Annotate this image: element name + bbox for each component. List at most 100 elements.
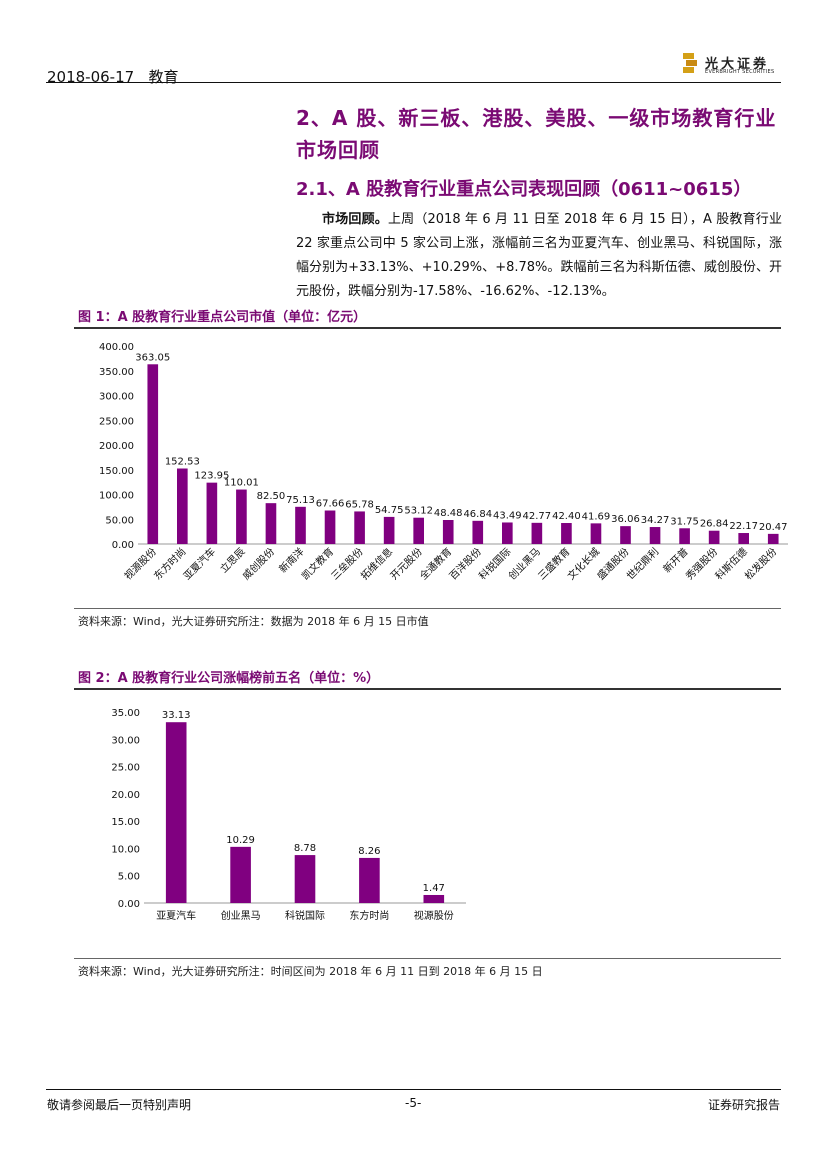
- bar: [649, 527, 661, 544]
- bar: [383, 516, 395, 544]
- data-label: 65.78: [345, 499, 374, 510]
- bar: [767, 533, 779, 544]
- x-tick-label: 新南洋: [276, 545, 306, 575]
- data-label: 54.75: [375, 505, 404, 516]
- data-label: 152.53: [165, 456, 200, 467]
- y-tick-label: 15.00: [111, 817, 140, 828]
- data-label: 8.78: [294, 843, 316, 854]
- bar: [295, 506, 306, 544]
- paragraph-lead: 市场回顾。: [322, 212, 388, 227]
- data-label: 8.26: [358, 846, 380, 857]
- bar: [442, 520, 454, 544]
- section-title: 2、A 股、新三板、港股、美股、一级市场教育行业市场回顾: [296, 106, 777, 162]
- bar: [620, 526, 631, 544]
- data-label: 26.84: [700, 519, 729, 530]
- figure1-source: 资料来源：Wind，光大证券研究所注：数据为 2018 年 6 月 15 日市值: [78, 615, 429, 628]
- bar: [531, 522, 543, 544]
- data-label: 10.29: [226, 835, 255, 846]
- data-label: 43.49: [493, 510, 522, 521]
- figure2-title: 图 2：A 股教育行业公司涨幅榜前五名（单位：%）: [78, 671, 380, 686]
- y-tick-label: 200.00: [99, 441, 134, 452]
- data-label: 67.66: [316, 499, 345, 510]
- bar: [502, 522, 513, 544]
- bar: [265, 503, 277, 544]
- bar: [294, 855, 316, 903]
- data-label: 82.50: [257, 491, 286, 502]
- y-tick-label: 25.00: [111, 763, 140, 774]
- bar: [472, 520, 484, 544]
- logo-en-text: EVERBRIGHT SECURITIES: [705, 69, 775, 75]
- paragraph-body: 上周（2018 年 6 月 11 日至 2018 年 6 月 15 日），A 股…: [296, 212, 782, 299]
- bar: [423, 894, 445, 903]
- bar: [738, 533, 749, 544]
- figure1-bottom-rule: [74, 608, 781, 609]
- footer-report-type: 证券研究报告: [707, 1098, 780, 1112]
- y-tick-label: 250.00: [99, 416, 134, 427]
- data-label: 42.77: [523, 511, 552, 522]
- section-subtitle: 2.1、A 股教育行业重点公司表现回顾（0611~0615）: [296, 179, 752, 200]
- bar: [147, 364, 159, 544]
- data-label: 53.12: [404, 506, 433, 517]
- y-tick-label: 150.00: [99, 466, 134, 477]
- y-tick-label: 35.00: [111, 708, 140, 719]
- bar: [324, 510, 336, 544]
- bar: [590, 523, 602, 544]
- footer-disclaimer: 敬请参阅最后一页特别声明: [47, 1098, 192, 1112]
- figure1-top-rule: [74, 327, 781, 329]
- data-label: 34.27: [641, 515, 670, 526]
- y-tick-label: 30.00: [111, 735, 140, 746]
- data-label: 33.13: [162, 710, 191, 721]
- page-number: -5-: [405, 1096, 422, 1110]
- data-label: 110.01: [224, 478, 259, 489]
- bar: [177, 468, 188, 544]
- top-gainers-chart: 0.00 5.00 10.00 15.00 20.00 25.00 30.00 35.00 33…: [111, 708, 466, 922]
- report-date-text: 2018-06-17: [47, 68, 135, 86]
- data-label: 363.05: [135, 352, 170, 363]
- figure2-bottom-rule: [74, 958, 781, 959]
- x-tick-label: 新开普: [660, 545, 690, 575]
- data-label: 48.48: [434, 508, 463, 519]
- data-label: 46.84: [463, 509, 492, 520]
- bar: [236, 489, 247, 544]
- y-tick-label: 10.00: [111, 844, 140, 855]
- market-cap-chart: 0.00 50.00 100.00 150.00 200.00 250.00 300.00 3…: [99, 342, 788, 583]
- data-label: 36.06: [611, 514, 640, 525]
- logo-mark-icon: [683, 53, 697, 73]
- bar: [708, 530, 720, 544]
- x-tick-label: 威创股份: [240, 545, 277, 582]
- data-label: 123.95: [194, 471, 229, 482]
- market-review-paragraph: 市场回顾。上周（2018 年 6 月 11 日至 2018 年 6 月 15 日…: [296, 208, 782, 304]
- data-label: 41.69: [582, 511, 611, 522]
- y-tick-label: 400.00: [99, 342, 134, 353]
- data-label: 42.40: [552, 511, 581, 522]
- x-tick-label: 松发股份: [742, 545, 779, 582]
- x-tick-label: 亚夏汽车: [181, 545, 218, 582]
- bar: [413, 517, 424, 544]
- bar: [206, 482, 218, 544]
- figure1-title: 图 1：A 股教育行业重点公司市值（单位：亿元）: [78, 310, 367, 325]
- x-tick-label: 世纪鼎利: [624, 546, 661, 583]
- x-tick-label: 亚夏汽车: [156, 909, 196, 922]
- bar: [561, 523, 572, 544]
- data-label: 20.47: [759, 522, 788, 533]
- data-label: 75.13: [286, 495, 315, 506]
- y-tick-label: 0.00: [112, 540, 134, 551]
- y-tick-label: 20.00: [111, 790, 140, 801]
- company-logo: 光大证券 EVERBRIGHT SECURITIES: [681, 53, 781, 79]
- y-tick-label: 100.00: [99, 491, 134, 502]
- bar: [679, 528, 690, 544]
- x-tick-label: 立思辰: [217, 545, 247, 575]
- data-label: 31.75: [670, 516, 699, 527]
- footer-divider: [46, 1089, 781, 1090]
- report-category: 教育: [148, 68, 179, 86]
- y-tick-label: 0.00: [118, 899, 140, 910]
- figure2-top-rule: [74, 688, 781, 690]
- bar: [354, 511, 365, 544]
- bar: [230, 846, 251, 903]
- y-tick-label: 50.00: [105, 515, 134, 526]
- bar: [165, 722, 187, 903]
- report-date: 2018-06-17 教育: [47, 66, 179, 87]
- logo-cn-text: 光大证券: [705, 57, 770, 72]
- x-tick-label: 创业黑马: [221, 909, 261, 922]
- x-tick-label: 科锐国际: [285, 909, 325, 922]
